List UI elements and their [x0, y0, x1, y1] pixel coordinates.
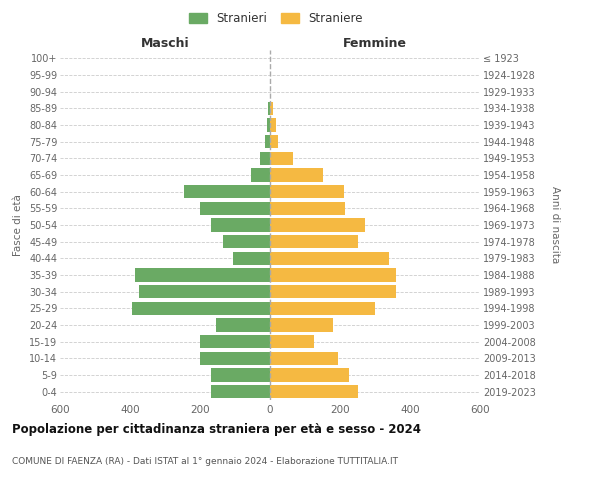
Bar	[270, 102, 273, 115]
Bar	[270, 352, 338, 365]
Bar	[233, 252, 270, 265]
Bar	[265, 135, 270, 148]
Bar	[270, 302, 375, 315]
Bar	[211, 368, 270, 382]
Bar	[270, 268, 396, 281]
Bar	[270, 252, 389, 265]
Text: Maschi: Maschi	[140, 37, 190, 50]
Bar	[200, 352, 270, 365]
Y-axis label: Fasce di età: Fasce di età	[13, 194, 23, 256]
Bar	[270, 235, 358, 248]
Bar	[270, 318, 333, 332]
Bar	[270, 118, 277, 132]
Bar	[268, 102, 270, 115]
Bar	[270, 218, 365, 232]
Bar	[270, 168, 323, 181]
Bar	[211, 385, 270, 398]
Bar	[223, 235, 270, 248]
Legend: Stranieri, Straniere: Stranieri, Straniere	[185, 8, 367, 28]
Text: Popolazione per cittadinanza straniera per età e sesso - 2024: Popolazione per cittadinanza straniera p…	[12, 422, 421, 436]
Bar	[270, 202, 345, 215]
Bar	[270, 135, 278, 148]
Bar	[260, 152, 270, 165]
Bar	[270, 385, 358, 398]
Bar	[270, 185, 343, 198]
Y-axis label: Anni di nascita: Anni di nascita	[550, 186, 560, 264]
Bar	[270, 285, 396, 298]
Bar	[132, 302, 270, 315]
Bar	[200, 202, 270, 215]
Text: Femmine: Femmine	[343, 37, 407, 50]
Text: COMUNE DI FAENZA (RA) - Dati ISTAT al 1° gennaio 2024 - Elaborazione TUTTITALIA.: COMUNE DI FAENZA (RA) - Dati ISTAT al 1°…	[12, 458, 398, 466]
Bar	[216, 318, 270, 332]
Bar	[135, 268, 270, 281]
Bar	[211, 218, 270, 232]
Bar	[184, 185, 270, 198]
Bar	[139, 285, 270, 298]
Bar	[270, 335, 314, 348]
Bar	[266, 118, 270, 132]
Bar	[200, 335, 270, 348]
Bar	[270, 152, 293, 165]
Bar	[251, 168, 270, 181]
Bar	[270, 368, 349, 382]
